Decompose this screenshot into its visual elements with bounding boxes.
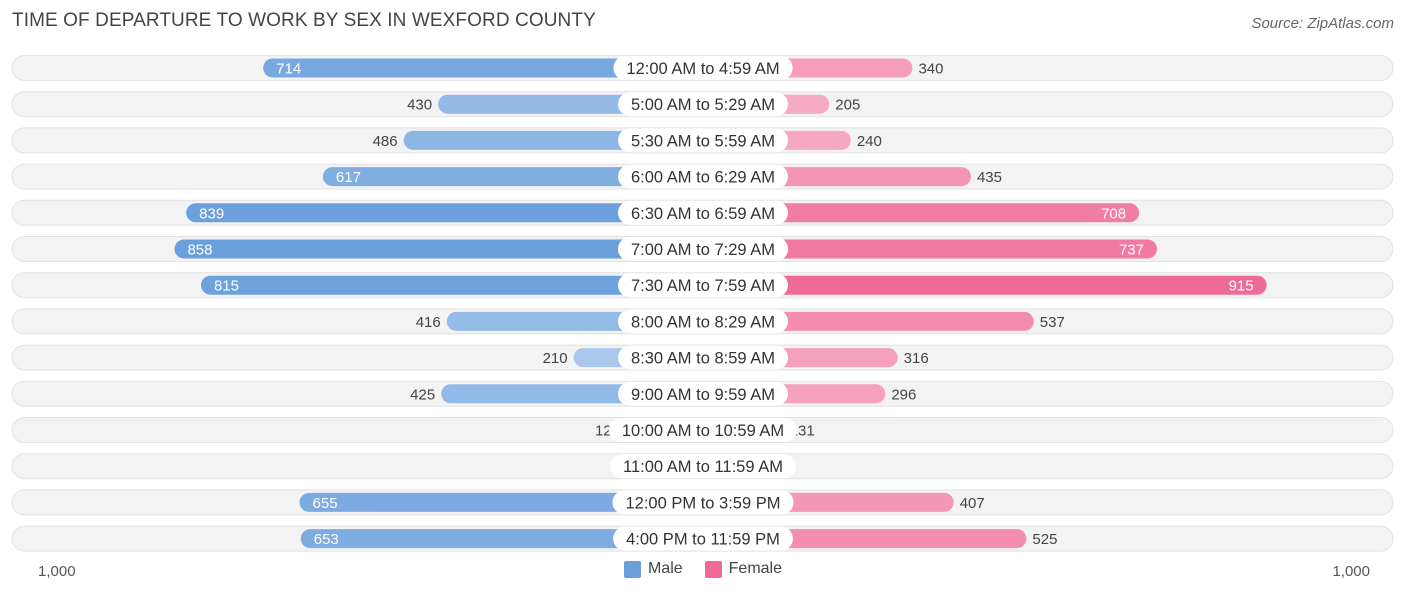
value-label-male: 430 [407, 97, 432, 114]
bar-male [186, 203, 713, 223]
bar-male [299, 492, 713, 512]
category-label: 7:00 AM to 7:29 AM [631, 241, 775, 259]
value-label-female: 296 [891, 386, 916, 403]
legend-item-male: Male [623, 560, 683, 578]
category-pill [613, 56, 793, 80]
legend: Male Female [0, 560, 1406, 578]
value-label-male: 714 [276, 61, 301, 78]
category-pill [617, 381, 789, 406]
value-label-female: 525 [1032, 531, 1057, 548]
row-12: 655 407 12:00 PM to 3:59 PM [11, 489, 1394, 516]
value-label-female: 708 [1101, 205, 1126, 222]
row-1: 430 205 5:00 AM to 5:29 AM [11, 91, 1394, 118]
value-label-male: 425 [410, 386, 435, 403]
legend-swatch-male [623, 560, 641, 578]
row-8: 210 316 8:30 AM to 8:59 AM [11, 344, 1394, 371]
category-label: 9:00 AM to 9:59 AM [631, 386, 775, 404]
category-label: 8:00 AM to 8:29 AM [631, 313, 775, 331]
row-9: 425 296 9:00 AM to 9:59 AM [11, 380, 1394, 407]
value-label-female: 537 [1040, 314, 1065, 331]
value-label-female: 340 [918, 61, 943, 78]
value-label-female: 240 [857, 133, 882, 150]
value-label-male: 815 [214, 278, 239, 295]
legend-swatch-female [704, 560, 722, 578]
category-label: 8:30 AM to 8:59 AM [631, 350, 775, 368]
value-label-female: 737 [1119, 242, 1144, 259]
value-label-male: 416 [416, 314, 441, 331]
category-pill [617, 237, 789, 261]
value-label-female: 915 [1229, 278, 1254, 295]
row-13: 653 525 4:00 PM to 11:59 PM [11, 525, 1394, 552]
category-pill [617, 200, 789, 225]
row-7: 416 537 8:00 AM to 8:29 AM [11, 308, 1394, 335]
value-label-female: 205 [835, 97, 860, 114]
row-5: 858 737 7:00 AM to 7:29 AM [11, 236, 1394, 262]
legend-label-female: Female [728, 560, 783, 577]
axis-left-label: 1,000 [38, 563, 76, 580]
axis-right-label: 1,000 [1332, 563, 1370, 580]
bar-male [263, 58, 713, 78]
value-label-female: 407 [960, 495, 985, 512]
bar-male [300, 529, 713, 549]
value-label-male: 858 [187, 242, 212, 259]
bar-male [200, 275, 713, 295]
category-pill [617, 92, 789, 117]
category-pill [617, 128, 789, 153]
category-label: 12:00 AM to 4:59 AM [626, 60, 779, 78]
category-pill [617, 309, 789, 334]
category-pill [612, 490, 794, 515]
value-label-male: 617 [336, 169, 361, 186]
category-label: 11:00 AM to 11:59 AM [623, 458, 783, 476]
row-4: 839 708 6:30 AM to 6:59 AM [11, 199, 1394, 226]
value-label-male: 839 [199, 205, 224, 222]
bar-male [322, 167, 713, 187]
legend-item-female: Female [704, 560, 783, 578]
chart-title: TIME OF DEPARTURE TO WORK BY SEX IN WEXF… [12, 10, 596, 31]
bar-female [693, 275, 1267, 295]
row-11: 538111:00 AM to 11:59 AM [11, 453, 1394, 480]
value-label-male: 486 [373, 133, 398, 150]
category-label: 6:30 AM to 6:59 AM [631, 205, 775, 223]
category-label: 12:00 PM to 3:59 PM [625, 494, 780, 512]
value-label-male: 655 [313, 495, 338, 512]
row-2: 486 240 5:30 AM to 5:59 AM [11, 127, 1394, 154]
value-label-female: 435 [977, 169, 1002, 186]
value-label-male: 653 [314, 531, 339, 548]
bar-male [174, 239, 714, 259]
category-pill [610, 454, 796, 479]
category-label: 10:00 AM to 10:59 AM [622, 422, 784, 440]
category-pill [617, 164, 789, 189]
chart-source: Source: ZipAtlas.com [1251, 15, 1394, 32]
row-3: 617 435 6:00 AM to 6:29 AM [11, 163, 1394, 190]
category-label: 5:00 AM to 5:29 AM [631, 96, 775, 114]
category-pill [617, 345, 789, 370]
category-pill [608, 418, 798, 442]
row-0: 714 340 12:00 AM to 4:59 AM [11, 55, 1394, 81]
bar-female [693, 203, 1140, 223]
row-6: 815 915 7:30 AM to 7:59 AM [11, 272, 1394, 299]
bar-female [693, 239, 1157, 259]
value-label-male: 210 [543, 350, 568, 367]
value-label-female: 316 [904, 350, 929, 367]
category-label: 4:00 PM to 11:59 PM [626, 531, 780, 549]
category-label: 6:00 AM to 6:29 AM [631, 169, 775, 187]
legend-label-male: Male [647, 560, 683, 577]
category-label: 7:30 AM to 7:59 AM [631, 277, 775, 295]
category-pill [613, 526, 793, 551]
category-pill [617, 273, 789, 298]
category-label: 5:30 AM to 5:59 AM [631, 132, 775, 150]
